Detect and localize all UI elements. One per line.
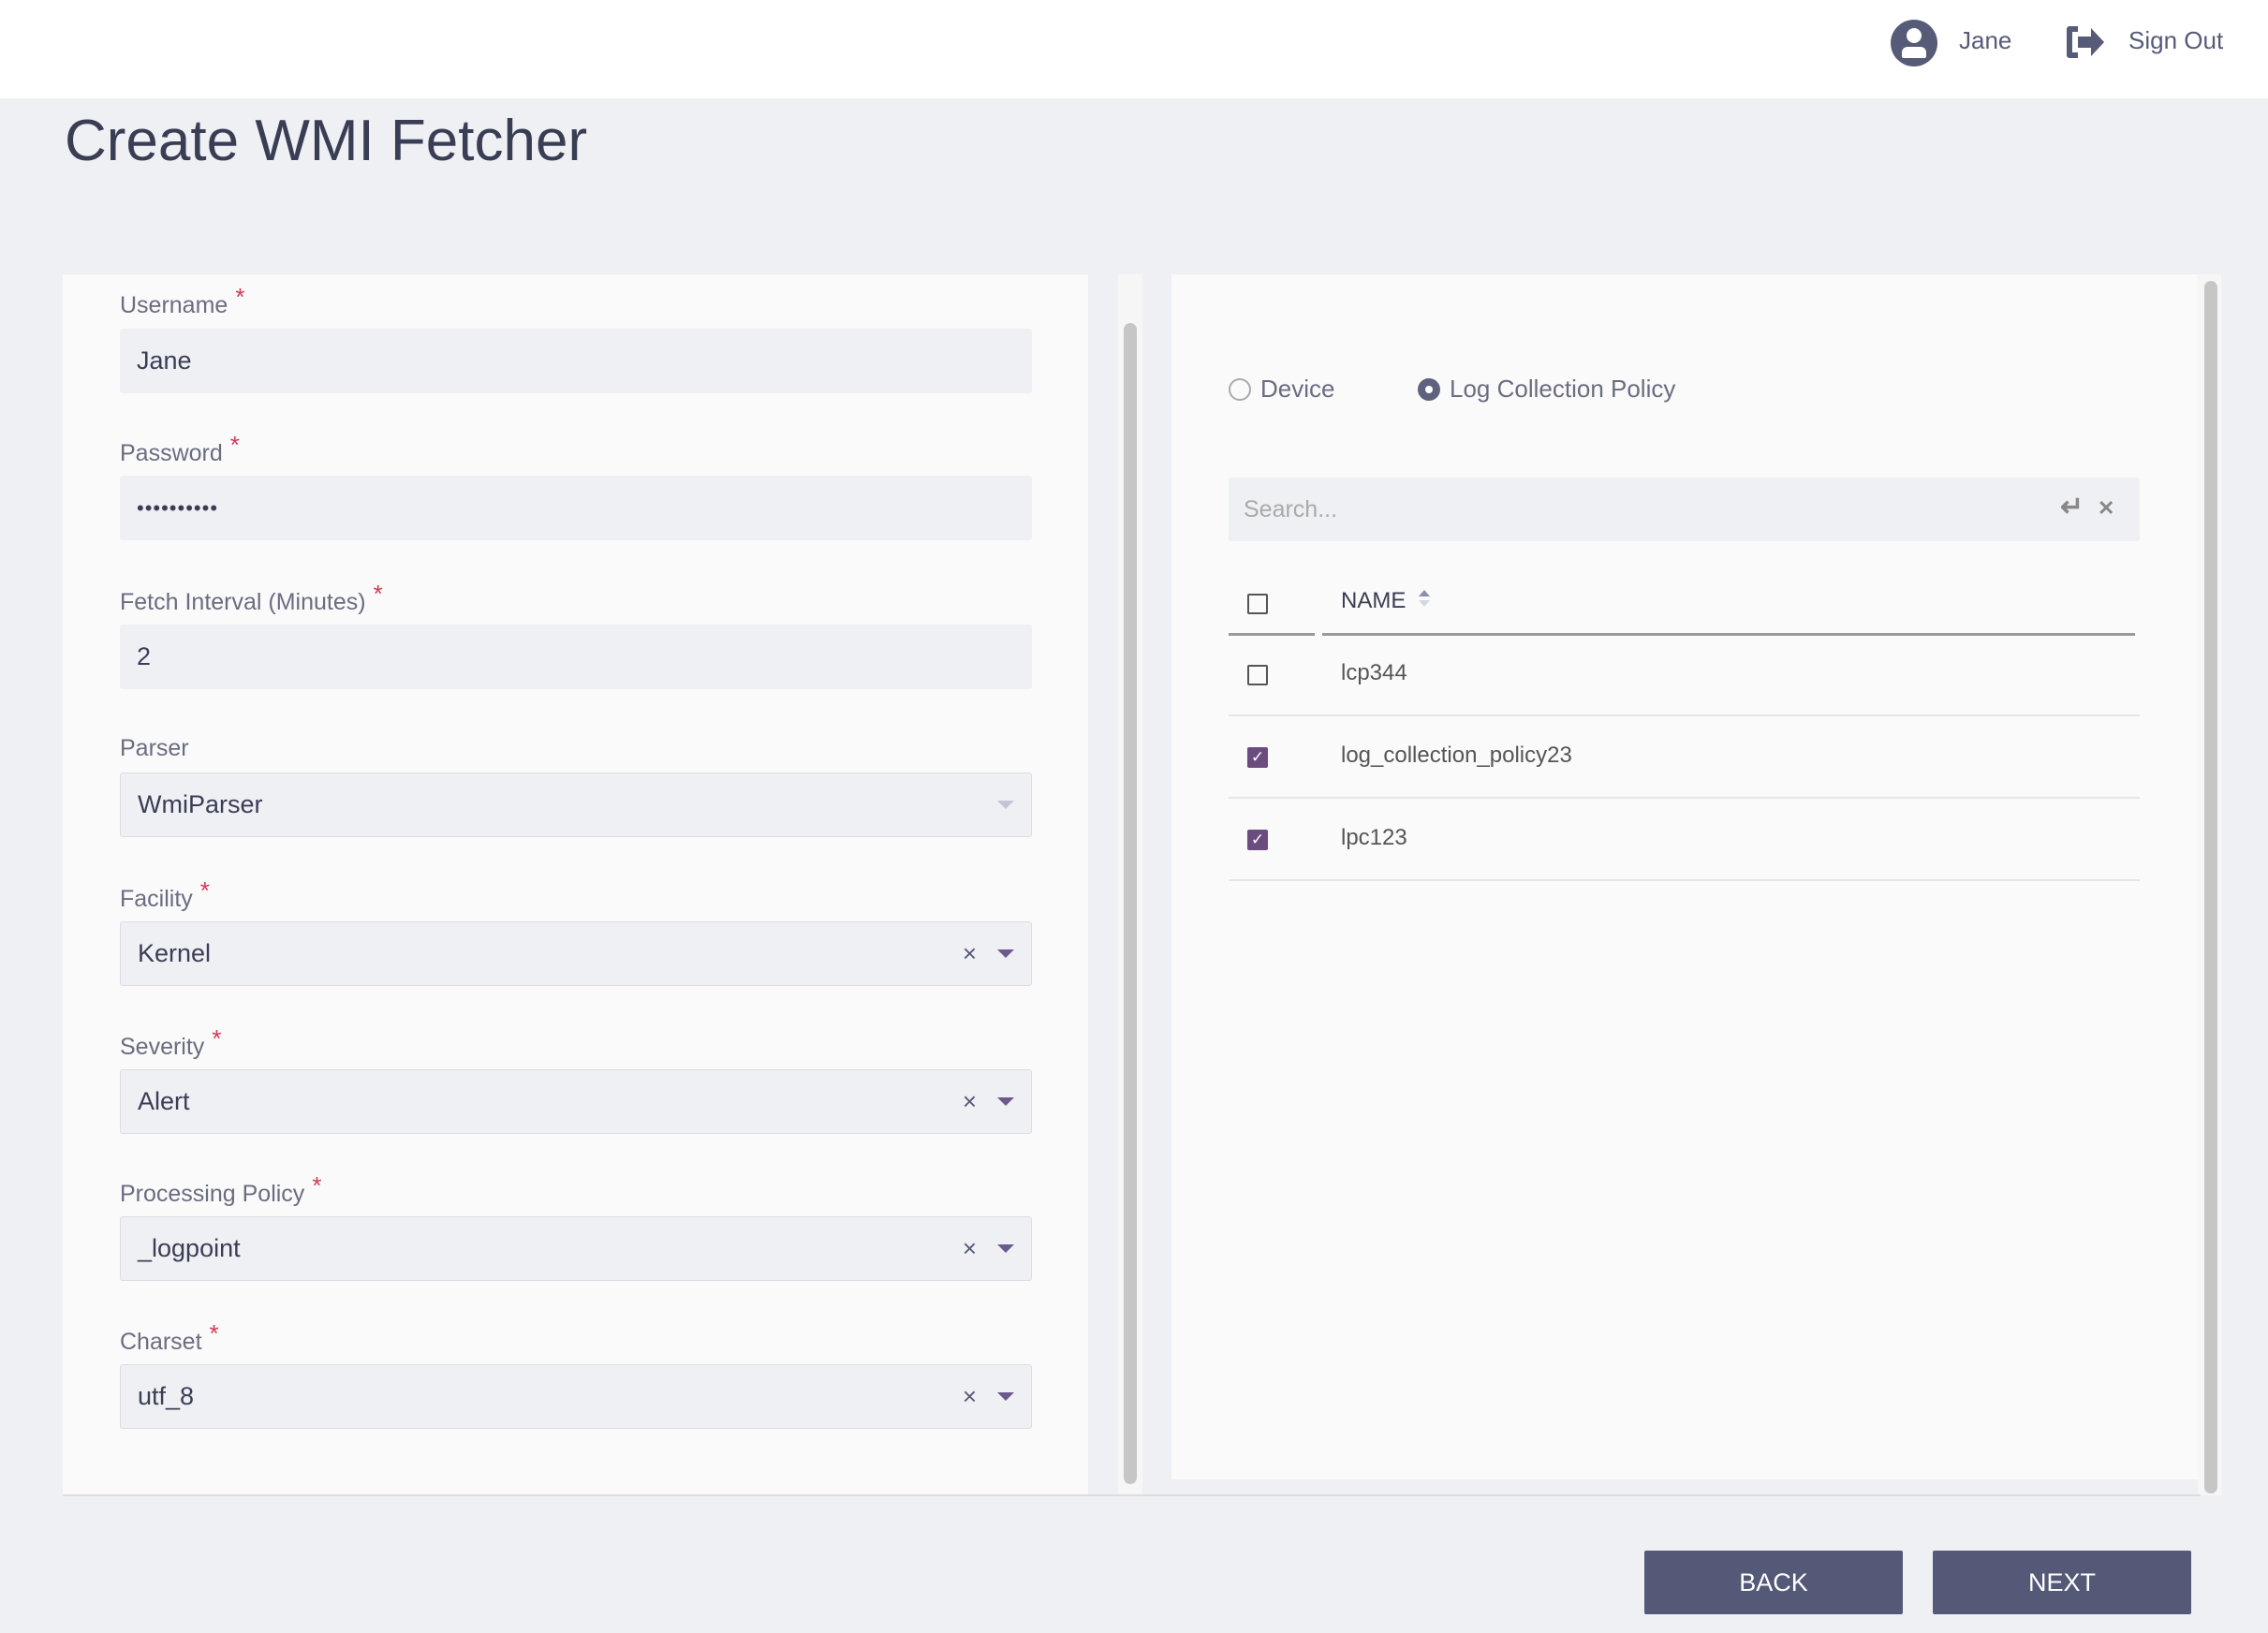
severity-select[interactable]: Alert ×	[120, 1069, 1032, 1134]
sign-out-link[interactable]: Sign Out	[2128, 26, 2224, 54]
search-placeholder: Search...	[1244, 496, 1338, 522]
back-button[interactable]: BACK	[1644, 1551, 1903, 1614]
chevron-down-icon[interactable]	[997, 949, 1014, 958]
row-name: log_collection_policy23	[1341, 743, 1572, 768]
charset-select[interactable]: utf_8 ×	[120, 1364, 1032, 1429]
fetch-interval-input[interactable]: 2	[120, 625, 1032, 689]
clear-icon[interactable]: ×	[962, 939, 977, 967]
selector-panel	[1171, 274, 2198, 1479]
header-divider	[1322, 633, 2135, 636]
charset-label: Charset *	[120, 1319, 219, 1355]
row-checkbox[interactable]: ✓	[1247, 830, 1268, 850]
row-checkbox[interactable]: ✓	[1247, 747, 1268, 768]
username-input[interactable]: Jane	[120, 329, 1032, 393]
user-avatar-icon[interactable]	[1891, 20, 1937, 66]
clear-icon[interactable]: ×	[962, 1234, 977, 1262]
footer-divider	[63, 1494, 2201, 1496]
search-input[interactable]: Search... ↵ ✕	[1229, 478, 2140, 541]
radio-device-label[interactable]: Device	[1260, 375, 1335, 403]
password-label: Password *	[120, 431, 240, 466]
password-input[interactable]: ••••••••••	[120, 476, 1032, 540]
chevron-down-icon[interactable]	[997, 1244, 1014, 1253]
clear-search-icon[interactable]: ✕	[2098, 496, 2115, 520]
fetch-interval-label: Fetch Interval (Minutes) *	[120, 580, 383, 615]
facility-select[interactable]: Kernel ×	[120, 921, 1032, 986]
processing-policy-label: Processing Policy *	[120, 1171, 322, 1207]
processing-policy-select[interactable]: _logpoint ×	[120, 1216, 1032, 1281]
clear-icon[interactable]: ×	[962, 1382, 977, 1410]
row-name: lpc123	[1341, 825, 1407, 850]
selector-scrollbar-thumb[interactable]	[2204, 281, 2217, 1493]
page-title: Create WMI Fetcher	[65, 109, 588, 173]
row-checkbox[interactable]	[1247, 665, 1268, 685]
header-divider	[1229, 633, 1315, 636]
sign-out-icon[interactable]	[2065, 24, 2106, 60]
severity-label: Severity *	[120, 1024, 222, 1060]
form-scrollbar-thumb[interactable]	[1124, 323, 1137, 1484]
name-column-header[interactable]: NAME	[1341, 588, 1431, 614]
top-bar	[0, 0, 2268, 98]
parser-select[interactable]: WmiParser	[120, 772, 1032, 837]
select-all-checkbox[interactable]	[1247, 594, 1268, 614]
chevron-down-icon[interactable]	[997, 801, 1014, 809]
row-divider	[1229, 714, 2140, 716]
radio-device[interactable]	[1229, 378, 1251, 401]
chevron-down-icon[interactable]	[997, 1097, 1014, 1106]
username-label: Username *	[120, 283, 245, 318]
next-button[interactable]: NEXT	[1933, 1551, 2191, 1614]
row-divider	[1229, 879, 2140, 881]
facility-label: Facility *	[120, 876, 210, 912]
chevron-down-icon[interactable]	[997, 1392, 1014, 1401]
enter-icon[interactable]: ↵	[2060, 492, 2084, 522]
row-name: lcp344	[1341, 660, 1407, 685]
parser-label: Parser	[120, 735, 189, 761]
sort-icon[interactable]	[1418, 589, 1431, 608]
clear-icon[interactable]: ×	[962, 1087, 977, 1115]
user-name[interactable]: Jane	[1959, 26, 2012, 54]
radio-lcp-label[interactable]: Log Collection Policy	[1450, 375, 1676, 403]
row-divider	[1229, 797, 2140, 799]
radio-log-collection-policy[interactable]	[1418, 378, 1440, 401]
